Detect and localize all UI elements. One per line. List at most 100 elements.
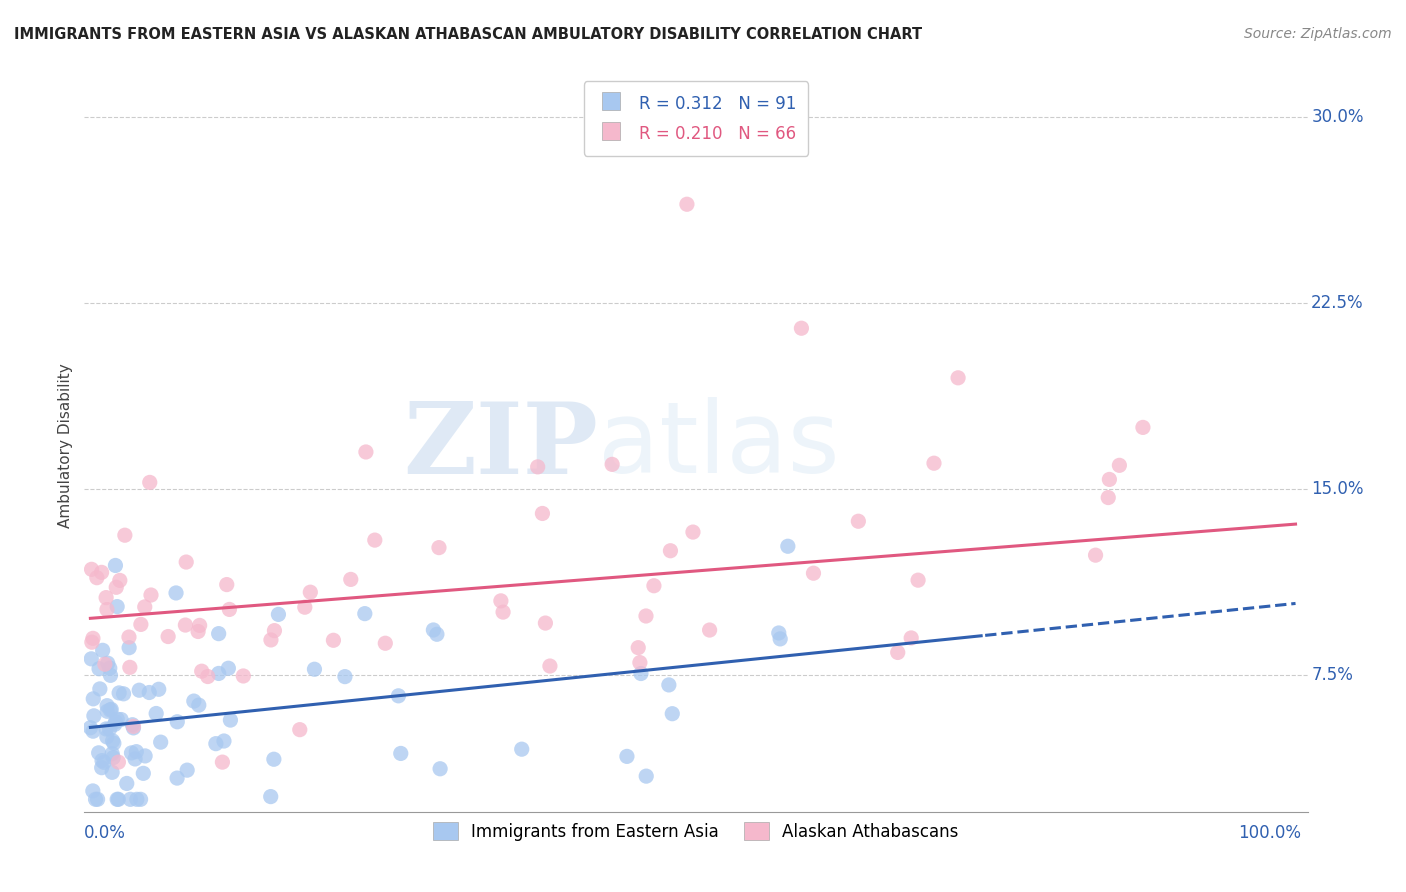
Point — [288, 723, 311, 737]
Point — [299, 585, 322, 599]
Point — [217, 661, 239, 675]
Point — [218, 602, 240, 616]
Point — [90, 566, 112, 580]
Text: atlas: atlas — [598, 398, 839, 494]
Point — [354, 445, 377, 459]
Point — [294, 600, 316, 615]
Point — [100, 702, 122, 716]
Point — [97, 656, 120, 670]
Point — [211, 755, 233, 769]
Point — [659, 543, 682, 558]
Point — [129, 617, 152, 632]
Point — [121, 717, 143, 731]
Point — [197, 669, 219, 683]
Point — [1084, 548, 1107, 562]
Text: 0.0%: 0.0% — [84, 824, 127, 842]
Point — [84, 792, 107, 806]
Point — [98, 722, 121, 736]
Point — [134, 599, 156, 614]
Point — [661, 706, 683, 721]
Point — [101, 747, 124, 761]
Point — [768, 626, 790, 640]
Point — [676, 197, 699, 211]
Point — [643, 579, 665, 593]
Point — [776, 539, 799, 553]
Point — [187, 624, 209, 639]
Point — [174, 618, 197, 632]
Point — [125, 792, 148, 806]
Point — [1108, 458, 1130, 473]
Point — [333, 670, 356, 684]
Point — [188, 618, 211, 632]
Point — [125, 745, 148, 759]
Point — [82, 691, 104, 706]
Point — [96, 704, 118, 718]
Point — [166, 771, 188, 785]
Point — [922, 456, 945, 470]
Point — [907, 573, 929, 587]
Point — [94, 722, 117, 736]
Point — [112, 687, 135, 701]
Point — [212, 734, 235, 748]
Point — [364, 533, 387, 547]
Point — [208, 666, 231, 681]
Point — [96, 730, 118, 744]
Point — [600, 458, 623, 472]
Point — [148, 682, 170, 697]
Point — [267, 607, 290, 622]
Point — [114, 528, 136, 542]
Point — [105, 792, 128, 806]
Point — [165, 586, 187, 600]
Point — [803, 566, 825, 581]
Point — [190, 664, 212, 678]
Point — [429, 762, 451, 776]
Point — [90, 761, 112, 775]
Point — [118, 660, 141, 674]
Point — [98, 661, 121, 675]
Point — [94, 591, 117, 605]
Point — [263, 624, 285, 638]
Point — [105, 712, 128, 726]
Point — [628, 656, 651, 670]
Point — [87, 746, 110, 760]
Point — [215, 577, 238, 591]
Point — [107, 792, 129, 806]
Text: 15.0%: 15.0% — [1312, 481, 1364, 499]
Point — [103, 736, 125, 750]
Point — [699, 623, 721, 637]
Point — [636, 769, 658, 783]
Point — [139, 475, 162, 490]
Point — [353, 607, 375, 621]
Point — [846, 514, 869, 528]
Point — [96, 698, 118, 713]
Point — [389, 747, 412, 761]
Point — [129, 792, 152, 806]
Point — [93, 756, 115, 770]
Point — [630, 666, 652, 681]
Point — [108, 574, 131, 588]
Point — [107, 755, 129, 769]
Point — [157, 630, 180, 644]
Point — [176, 763, 198, 777]
Point — [89, 681, 111, 696]
Point — [139, 588, 162, 602]
Point — [79, 721, 101, 735]
Text: 7.5%: 7.5% — [1312, 666, 1353, 684]
Text: Source: ZipAtlas.com: Source: ZipAtlas.com — [1244, 27, 1392, 41]
Point — [134, 748, 156, 763]
Point — [887, 645, 910, 659]
Point — [634, 609, 657, 624]
Point — [149, 735, 172, 749]
Point — [80, 562, 103, 576]
Point — [105, 580, 128, 594]
Point — [86, 571, 108, 585]
Point — [122, 719, 145, 733]
Text: 22.5%: 22.5% — [1312, 294, 1364, 312]
Point — [121, 746, 143, 760]
Point — [120, 792, 142, 806]
Point — [900, 631, 922, 645]
Point — [118, 630, 141, 644]
Point — [104, 558, 127, 573]
Point — [110, 713, 132, 727]
Point — [101, 765, 124, 780]
